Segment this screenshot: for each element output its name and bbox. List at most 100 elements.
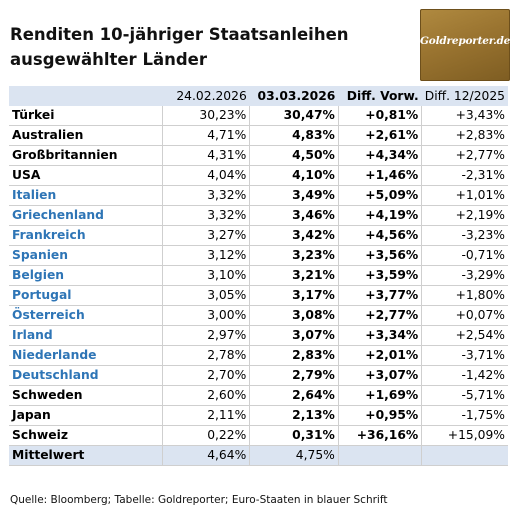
country-name: Australien bbox=[9, 125, 163, 146]
table-row: Japan 2,11% 2,13% +0,95% -1,75% bbox=[9, 405, 508, 426]
yield-prev: 2,97% bbox=[162, 325, 251, 346]
country-name: USA bbox=[9, 165, 163, 186]
diff-week: +4,34% bbox=[338, 145, 423, 166]
yield-current: 2,64% bbox=[249, 385, 339, 406]
diff-year: -1,75% bbox=[421, 405, 508, 426]
diff-week: +0,95% bbox=[338, 405, 423, 426]
diff-year: +2,54% bbox=[421, 325, 508, 346]
diff-week: +3,56% bbox=[338, 245, 423, 266]
yield-prev: 2,11% bbox=[162, 405, 251, 426]
diff-year: -0,71% bbox=[421, 245, 508, 266]
yield-current: 0,31% bbox=[249, 425, 339, 446]
logo-text: Goldreporter.de bbox=[420, 35, 511, 47]
yield-current: 3,21% bbox=[249, 265, 339, 286]
diff-year: +2,83% bbox=[421, 125, 508, 146]
table-title: Renditen 10-jähriger Staatsanleihen ausg… bbox=[10, 22, 349, 72]
table-row: Deutschland 2,70% 2,79% +3,07% -1,42% bbox=[9, 365, 508, 386]
yield-prev: 4,31% bbox=[162, 145, 251, 166]
yield-prev: 3,00% bbox=[162, 305, 251, 326]
diff-week: +1,69% bbox=[338, 385, 423, 406]
yield-prev: 3,12% bbox=[162, 245, 251, 266]
country-name: Deutschland bbox=[9, 365, 163, 386]
mean-diff-year bbox=[421, 445, 508, 466]
diff-week: +3,77% bbox=[338, 285, 423, 306]
yield-prev: 3,10% bbox=[162, 265, 251, 286]
table-row: Italien 3,32% 3,49% +5,09% +1,01% bbox=[9, 185, 508, 206]
yield-current: 4,10% bbox=[249, 165, 339, 186]
diff-year: +3,43% bbox=[421, 106, 508, 126]
yield-prev: 3,32% bbox=[162, 205, 251, 226]
diff-year: -3,23% bbox=[421, 225, 508, 246]
header-date-2: 03.03.2026 bbox=[249, 86, 339, 106]
diff-year: -3,71% bbox=[421, 345, 508, 366]
table-row: Schweden 2,60% 2,64% +1,69% -5,71% bbox=[9, 385, 508, 406]
country-name: Österreich bbox=[9, 305, 163, 326]
goldreporter-logo: Goldreporter.de bbox=[420, 9, 510, 81]
header-country bbox=[9, 86, 163, 106]
country-name: Schweden bbox=[9, 385, 163, 406]
diff-year: -1,42% bbox=[421, 365, 508, 386]
country-name: Belgien bbox=[9, 265, 163, 286]
diff-week: +2,77% bbox=[338, 305, 423, 326]
diff-week: +2,61% bbox=[338, 125, 423, 146]
country-name: Frankreich bbox=[9, 225, 163, 246]
diff-week: +2,01% bbox=[338, 345, 423, 366]
diff-year: +0,07% bbox=[421, 305, 508, 326]
yield-current: 4,83% bbox=[249, 125, 339, 146]
diff-year: -2,31% bbox=[421, 165, 508, 186]
country-name: Irland bbox=[9, 325, 163, 346]
country-name: Schweiz bbox=[9, 425, 163, 446]
yield-prev: 3,05% bbox=[162, 285, 251, 306]
yield-prev: 2,70% bbox=[162, 365, 251, 386]
table-row: Großbritannien 4,31% 4,50% +4,34% +2,77% bbox=[9, 145, 508, 166]
mean-current: 4,75% bbox=[249, 445, 339, 466]
footnote: Quelle: Bloomberg; Tabelle: Goldreporter… bbox=[10, 494, 388, 506]
diff-year: +1,01% bbox=[421, 185, 508, 206]
diff-week: +3,59% bbox=[338, 265, 423, 286]
country-name: Griechenland bbox=[9, 205, 163, 226]
country-name: Türkei bbox=[9, 106, 163, 126]
table-row: Portugal 3,05% 3,17% +3,77% +1,80% bbox=[9, 285, 508, 306]
yield-current: 3,23% bbox=[249, 245, 339, 266]
diff-week: +3,34% bbox=[338, 325, 423, 346]
table-row: Frankreich 3,27% 3,42% +4,56% -3,23% bbox=[9, 225, 508, 246]
yields-table: 24.02.2026 03.03.2026 Diff. Vorw. Diff. … bbox=[9, 86, 508, 466]
yield-current: 3,49% bbox=[249, 185, 339, 206]
table-row: Spanien 3,12% 3,23% +3,56% -0,71% bbox=[9, 245, 508, 266]
mean-row: Mittelwert 4,64% 4,75% bbox=[9, 445, 508, 466]
yield-prev: 2,78% bbox=[162, 345, 251, 366]
diff-year: +1,80% bbox=[421, 285, 508, 306]
yield-current: 2,79% bbox=[249, 365, 339, 386]
table-row: Schweiz 0,22% 0,31% +36,16% +15,09% bbox=[9, 425, 508, 446]
diff-week: +36,16% bbox=[338, 425, 423, 446]
diff-year: +15,09% bbox=[421, 425, 508, 446]
country-name: Niederlande bbox=[9, 345, 163, 366]
table-row: USA 4,04% 4,10% +1,46% -2,31% bbox=[9, 165, 508, 186]
yield-current: 3,46% bbox=[249, 205, 339, 226]
title-line-2: ausgewählter Länder bbox=[10, 50, 207, 69]
yield-current: 3,07% bbox=[249, 325, 339, 346]
yield-prev: 2,60% bbox=[162, 385, 251, 406]
table-row: Türkei 30,23% 30,47% +0,81% +3,43% bbox=[9, 106, 508, 126]
yield-prev: 3,27% bbox=[162, 225, 251, 246]
mean-label: Mittelwert bbox=[9, 445, 163, 466]
diff-week: +5,09% bbox=[338, 185, 423, 206]
table-row: Österreich 3,00% 3,08% +2,77% +0,07% bbox=[9, 305, 508, 326]
yield-prev: 4,04% bbox=[162, 165, 251, 186]
yield-current: 3,17% bbox=[249, 285, 339, 306]
header-diff-year: Diff. 12/2025 bbox=[421, 86, 508, 106]
country-name: Japan bbox=[9, 405, 163, 426]
diff-year: -3,29% bbox=[421, 265, 508, 286]
yield-prev: 0,22% bbox=[162, 425, 251, 446]
yield-current: 2,13% bbox=[249, 405, 339, 426]
table-row: Irland 2,97% 3,07% +3,34% +2,54% bbox=[9, 325, 508, 346]
diff-week: +1,46% bbox=[338, 165, 423, 186]
diff-week: +4,19% bbox=[338, 205, 423, 226]
table-body: Türkei 30,23% 30,47% +0,81% +3,43% Australien… bbox=[9, 106, 508, 466]
yield-prev: 4,71% bbox=[162, 125, 251, 146]
country-name: Portugal bbox=[9, 285, 163, 306]
diff-year: +2,19% bbox=[421, 205, 508, 226]
diff-year: -5,71% bbox=[421, 385, 508, 406]
yield-current: 2,83% bbox=[249, 345, 339, 366]
yield-current: 4,50% bbox=[249, 145, 339, 166]
